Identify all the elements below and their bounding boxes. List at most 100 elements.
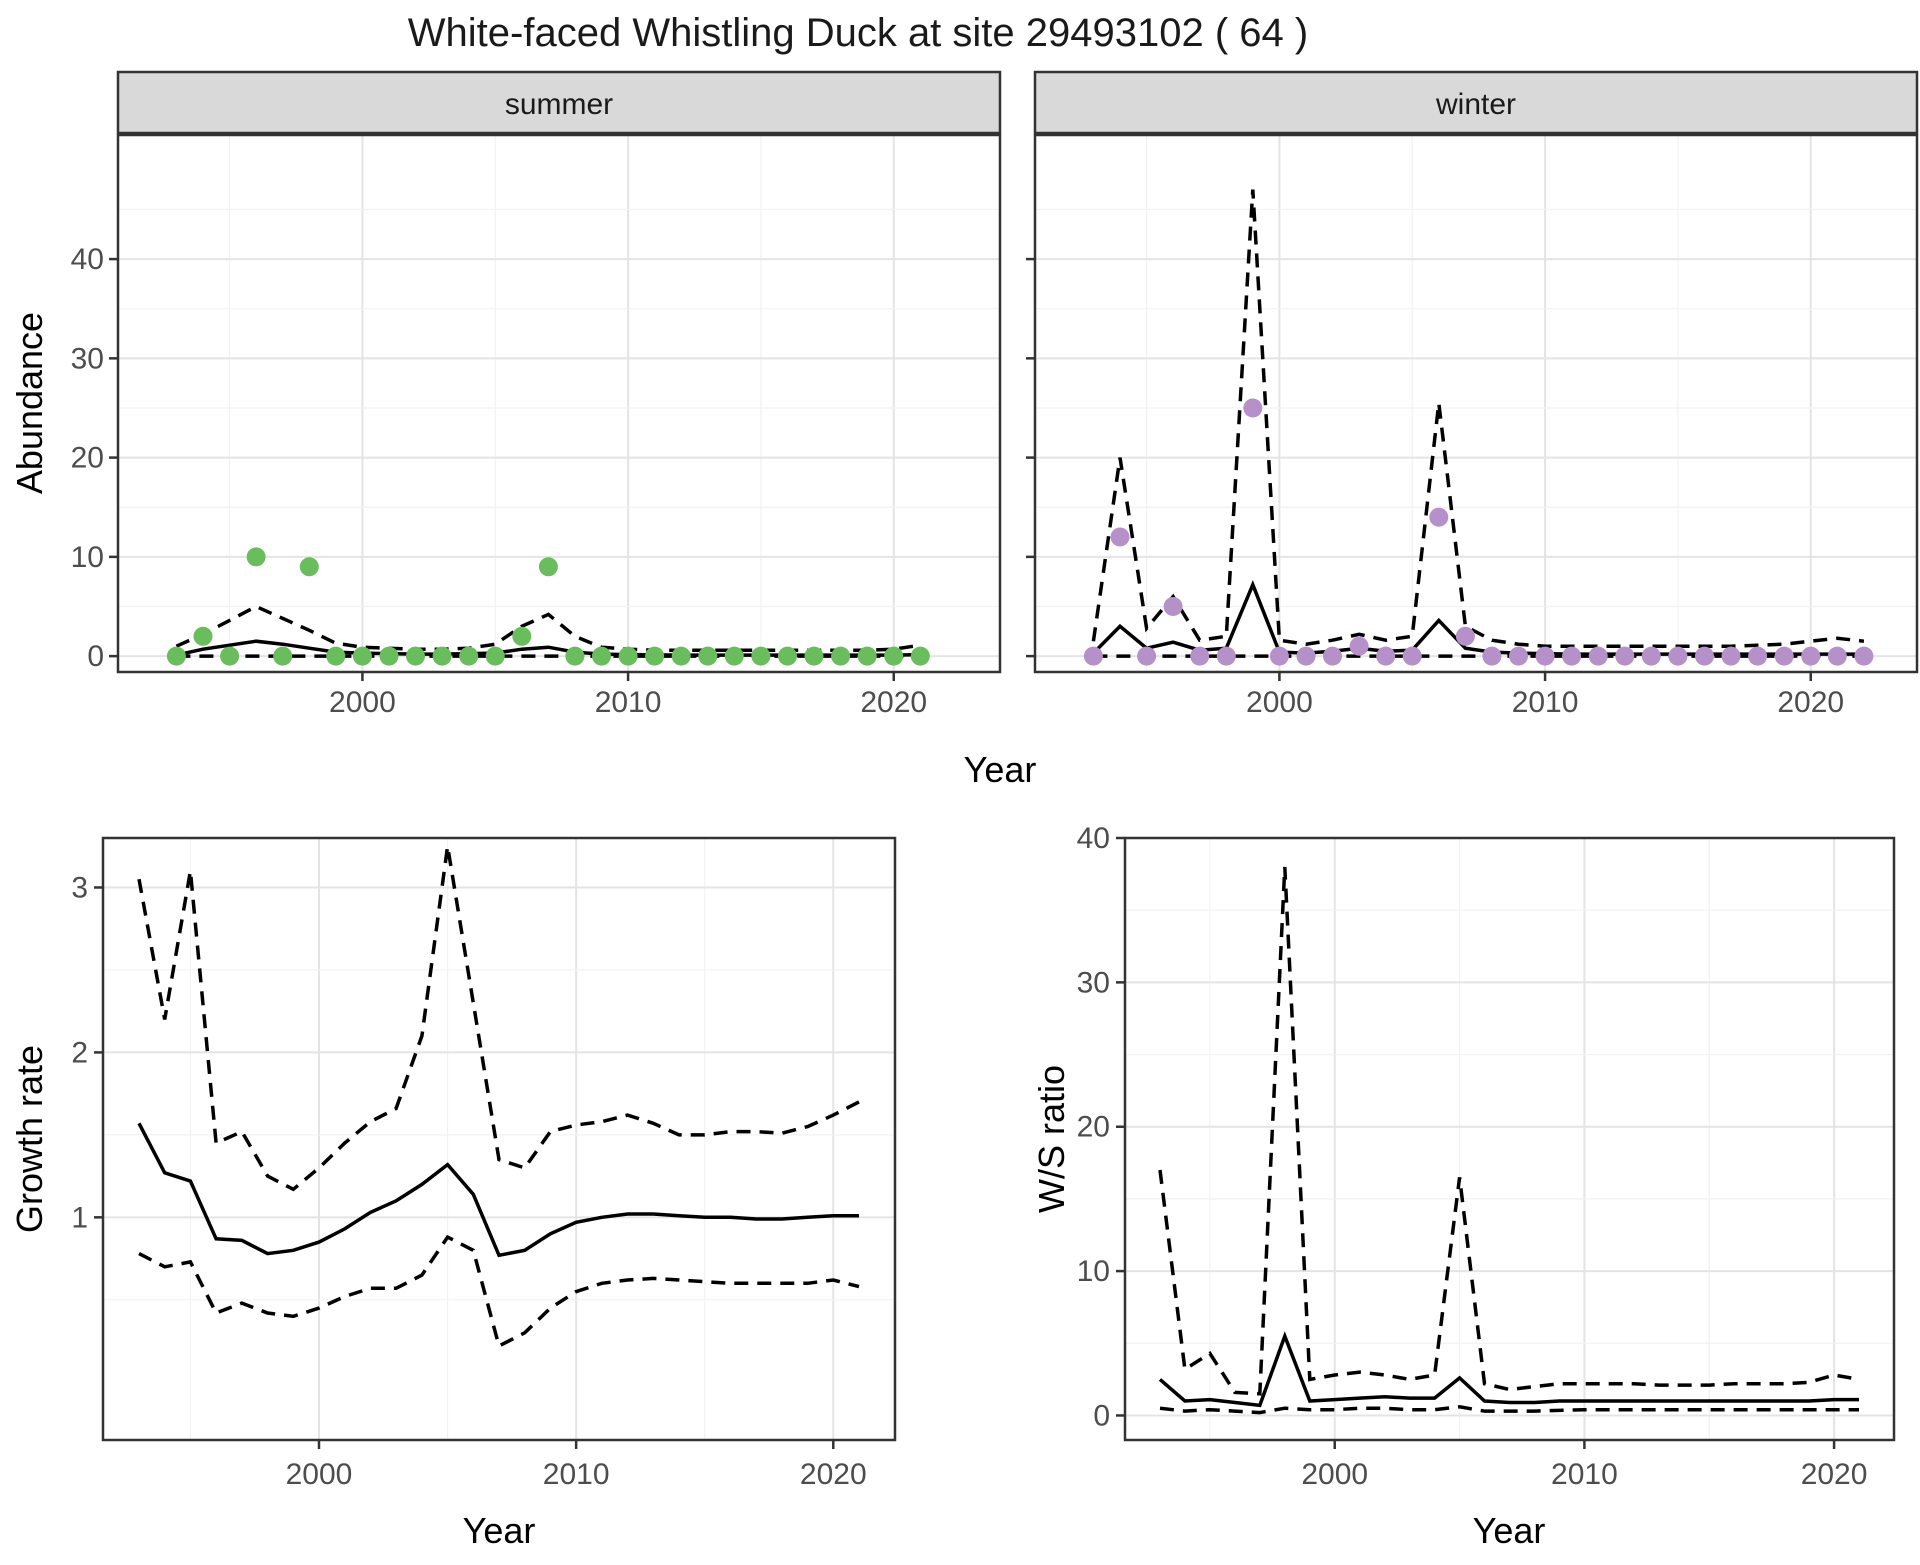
- data-point: [1243, 398, 1263, 418]
- panel-border: [1033, 133, 1919, 674]
- data-point: [1190, 646, 1210, 666]
- x-tick-label: 2000: [1301, 1458, 1368, 1491]
- facet-strip: [116, 70, 1002, 135]
- data-point: [1668, 646, 1688, 666]
- data-point: [166, 646, 186, 666]
- data-point: [1641, 646, 1661, 666]
- data-point: [485, 646, 505, 666]
- data-point: [1455, 626, 1475, 646]
- data-point: [698, 646, 718, 666]
- data-point: [778, 646, 797, 666]
- data-point: [831, 646, 851, 666]
- upper-ci-line: [175, 604, 921, 652]
- data-point: [1801, 646, 1821, 666]
- y-tick-label: 10: [1077, 1255, 1110, 1288]
- data-point: [804, 646, 824, 666]
- data-point: [1349, 636, 1369, 656]
- panel-background: [1125, 838, 1894, 1440]
- data-point: [1137, 646, 1157, 666]
- data-point: [671, 646, 691, 666]
- panel-background: [103, 838, 895, 1440]
- data-point: [273, 646, 293, 666]
- data-point: [1615, 646, 1635, 666]
- data-point: [406, 646, 425, 666]
- x-tick-label: 2020: [860, 686, 927, 719]
- y-tick-label: 40: [71, 243, 104, 276]
- facet-strip: [1033, 70, 1919, 135]
- y-tick-label: 30: [71, 342, 104, 375]
- data-point: [1482, 646, 1502, 666]
- data-point: [1402, 646, 1422, 666]
- data-point: [1695, 646, 1714, 666]
- data-point: [1509, 646, 1528, 666]
- data-point: [1323, 646, 1342, 666]
- chart-title: White-faced Whistling Duck at site 29493…: [408, 11, 1308, 55]
- data-point: [459, 646, 479, 666]
- y-tick-label: 0: [1093, 1399, 1110, 1432]
- data-point: [299, 557, 319, 577]
- data-point: [751, 646, 771, 666]
- x-tick-label: 2020: [1801, 1458, 1868, 1491]
- ws-ratio-axis-title: W/S ratio: [1031, 1065, 1072, 1213]
- data-point: [220, 646, 240, 666]
- data-point: [1827, 646, 1847, 666]
- x-tick-label: 2020: [1777, 686, 1844, 719]
- data-point: [1774, 646, 1794, 666]
- data-point: [432, 646, 452, 666]
- x-tick-label: 2010: [595, 686, 662, 719]
- data-point: [246, 547, 266, 567]
- x-tick-label: 2010: [1512, 686, 1579, 719]
- panel-background: [1035, 135, 1917, 672]
- data-point: [379, 646, 399, 666]
- y-tick-label: 3: [71, 871, 88, 904]
- x-tick-label: 2000: [286, 1458, 353, 1491]
- data-point: [1376, 646, 1396, 666]
- y-tick-label: 20: [1077, 1111, 1110, 1144]
- facet-strip-label: winter: [1435, 88, 1516, 121]
- x-tick-label: 2010: [1551, 1458, 1618, 1491]
- data-point: [1562, 646, 1582, 666]
- ws-year-axis-title: Year: [1473, 1510, 1546, 1551]
- panel-border: [1123, 836, 1896, 1442]
- upper-ci-line: [1158, 866, 1860, 1396]
- top-year-axis-title: Year: [964, 749, 1037, 790]
- data-point: [884, 646, 904, 666]
- data-point: [1110, 527, 1130, 547]
- y-tick-label: 2: [71, 1036, 88, 1069]
- data-point: [1269, 646, 1289, 666]
- data-point: [326, 646, 346, 666]
- y-tick-label: 1: [71, 1201, 88, 1234]
- y-tick-label: 0: [87, 640, 104, 673]
- data-point: [1535, 646, 1555, 666]
- panel-ws-ratio: 2000 2010 2020 0 10 20 30 40: [1077, 822, 1896, 1491]
- data-point: [1721, 646, 1741, 666]
- data-point: [592, 646, 611, 666]
- x-tick-label: 2000: [329, 686, 396, 719]
- panel-border: [101, 836, 897, 1442]
- data-point: [618, 646, 638, 666]
- upper-ci-line: [137, 845, 860, 1192]
- data-point: [857, 646, 877, 666]
- panel-border: [116, 133, 1002, 674]
- lower-ci-line: [1159, 1405, 1859, 1415]
- y-tick-label: 40: [1077, 822, 1110, 855]
- x-tick-label: 2000: [1246, 686, 1313, 719]
- lower-ci-line: [138, 1234, 860, 1349]
- growth-year-axis-title: Year: [463, 1510, 536, 1551]
- y-tick-label: 20: [71, 442, 104, 475]
- data-point: [1748, 646, 1768, 666]
- upper-ci-line: [1091, 189, 1865, 648]
- panel-abundance-winter: winter 2000 2010 2020: [1026, 70, 1919, 719]
- data-point: [910, 646, 930, 666]
- panel-growth-rate: 2000 2010 2020 1 2 3: [71, 836, 897, 1491]
- y-tick-label: 10: [71, 541, 104, 574]
- data-point: [1588, 646, 1608, 666]
- growth-rate-axis-title: Growth rate: [9, 1045, 50, 1233]
- y-tick-label: 30: [1077, 966, 1110, 999]
- model-fit-line: [137, 1122, 859, 1258]
- facet-strip-label: summer: [505, 88, 613, 121]
- x-tick-label: 2020: [800, 1458, 867, 1491]
- data-point: [1216, 646, 1236, 666]
- abundance-axis-title: Abundance: [9, 312, 50, 494]
